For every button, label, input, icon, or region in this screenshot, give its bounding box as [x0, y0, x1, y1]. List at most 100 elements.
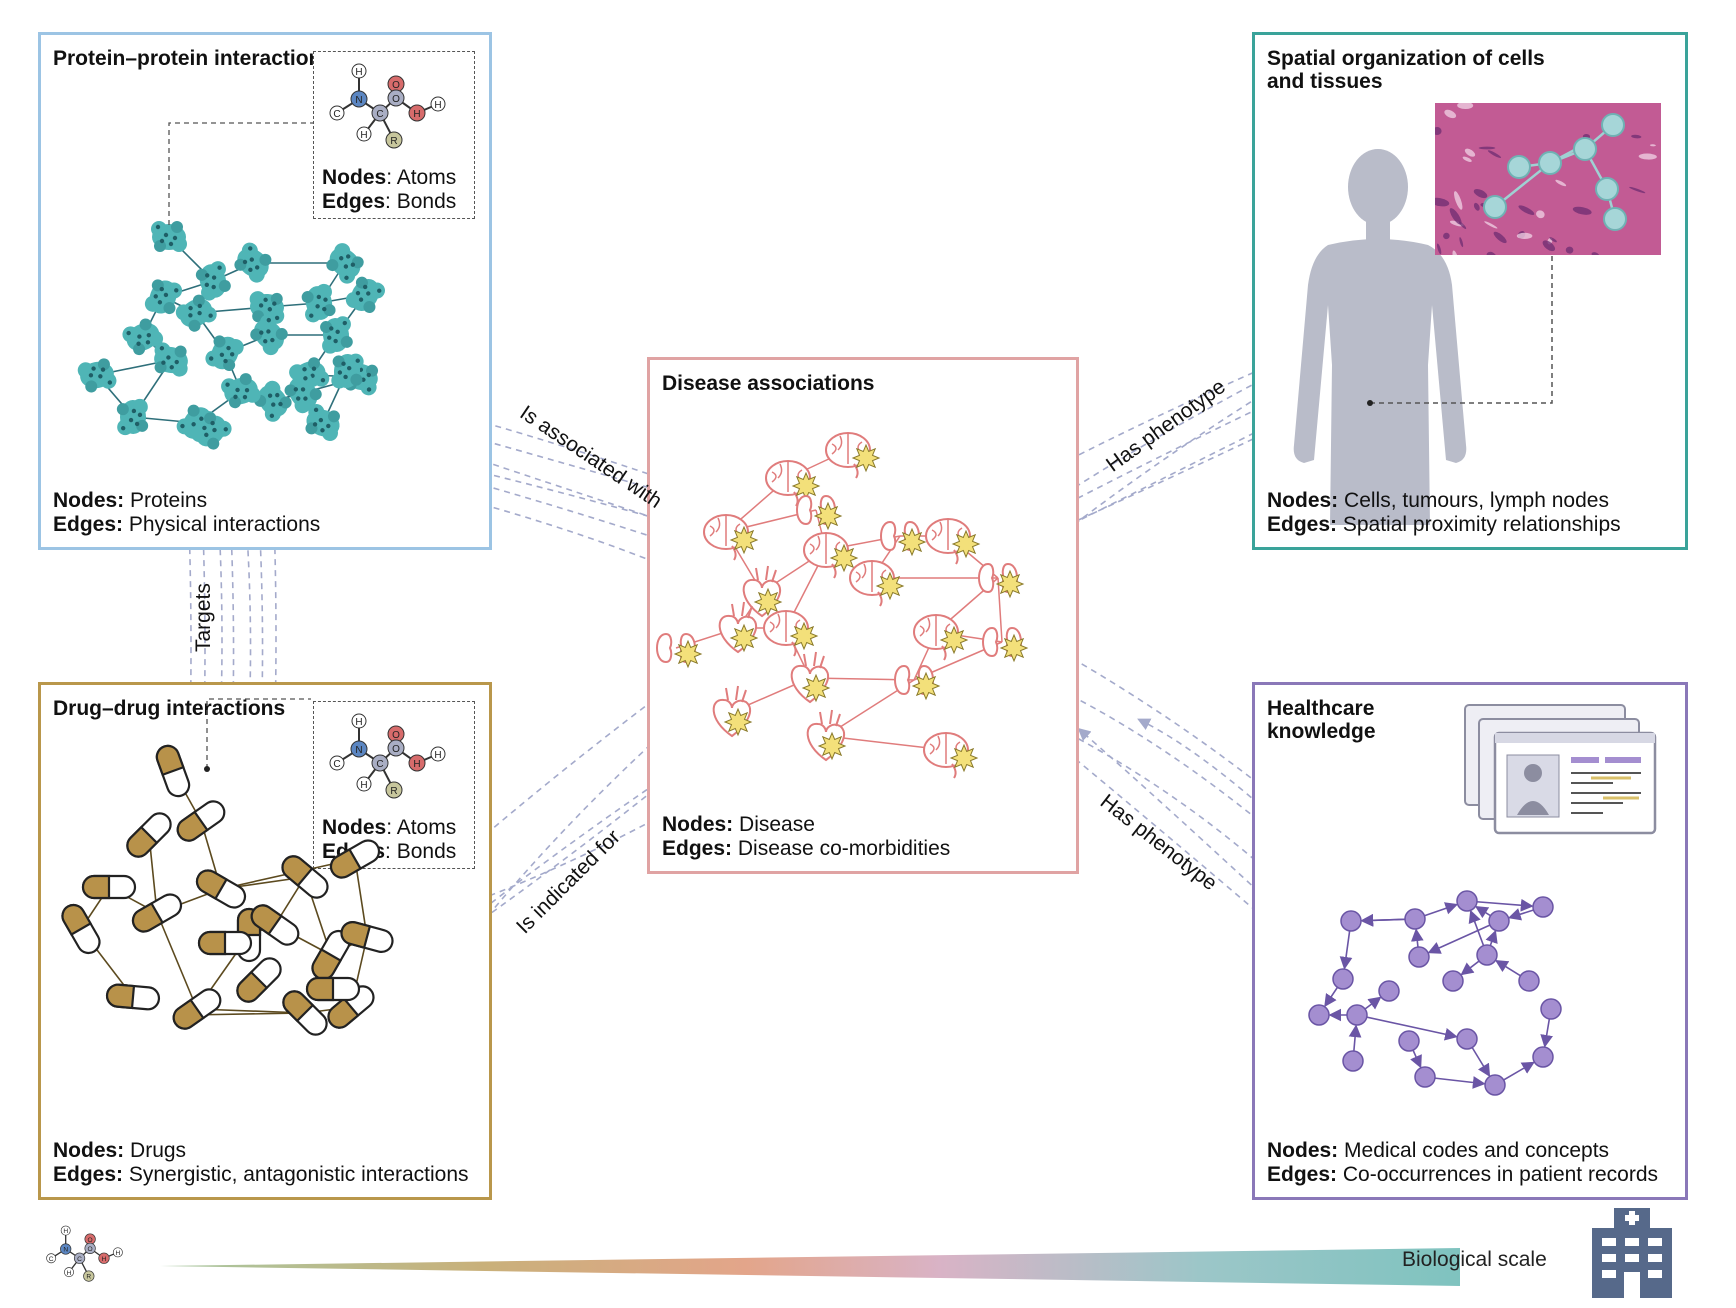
- concept-node: [1408, 946, 1430, 968]
- nodes-value: Medical codes and concepts: [1344, 1139, 1610, 1162]
- atom: [84, 1242, 96, 1254]
- kidney-icon: [880, 520, 927, 557]
- concept-node: [1488, 910, 1510, 932]
- brain-icon: [763, 610, 819, 657]
- heart-icon: [790, 651, 831, 704]
- inset-nodes-label: Nodes: [322, 816, 387, 839]
- nodes-value: Disease: [739, 813, 815, 836]
- nodes-label: Nodes:: [662, 813, 734, 836]
- pill-icon: [305, 976, 361, 1002]
- protein-icon: [175, 294, 217, 332]
- brain-icon: [925, 518, 981, 565]
- leader-line: [206, 698, 311, 769]
- concept-node: [1414, 1066, 1436, 1088]
- spatial-organization-panel: Spatial organization of cells and tissue…: [1252, 32, 1688, 550]
- edges-label: Edges:: [53, 1163, 124, 1186]
- atom-label: H: [360, 780, 367, 791]
- relation-arrow: [397, 679, 681, 913]
- atom: [430, 96, 446, 112]
- atom: [351, 63, 367, 79]
- relation-arrow: [1137, 718, 1341, 881]
- atom-label: C: [333, 109, 340, 120]
- edges-value: Synergistic, antagonistic interactions: [128, 1163, 469, 1186]
- atom: [385, 131, 403, 149]
- pill-icon: [131, 893, 183, 933]
- disease-associations-panel: Disease associations Nodes: Disease Edge…: [647, 357, 1079, 874]
- pill-icon: [236, 957, 282, 1003]
- nodes-label: Nodes:: [1267, 1139, 1339, 1162]
- atom: [64, 1267, 74, 1278]
- edges-label: Edges:: [662, 837, 733, 860]
- atom: [46, 1253, 57, 1264]
- protein-icon: [284, 372, 322, 414]
- atom-label: N: [355, 745, 362, 756]
- concept-node: [1442, 970, 1464, 992]
- kidney-icon: [796, 494, 843, 531]
- concept-node: [1346, 1004, 1368, 1026]
- atom: [350, 740, 368, 758]
- concept-node: [1404, 908, 1426, 930]
- atom: [350, 90, 368, 108]
- nodes-value: Cells, tumours, lymph nodes: [1344, 489, 1609, 512]
- edges-label: Edges:: [1267, 513, 1338, 536]
- atom: [60, 1225, 71, 1236]
- protein-icon: [144, 279, 183, 315]
- atom-label: N: [355, 95, 362, 106]
- kidney-icon: [978, 562, 1025, 599]
- panel-title: Spatial organization of cells and tissue…: [1267, 47, 1545, 93]
- atom-label: H: [67, 1270, 72, 1277]
- biological-scale-bar: [160, 1248, 1460, 1286]
- protein-icon: [320, 316, 353, 354]
- nodes-value: Proteins: [130, 489, 208, 512]
- pill-icon: [340, 921, 394, 953]
- biological-scale-label: Biological scale: [1402, 1248, 1547, 1271]
- edges-value: Disease co-morbidities: [737, 837, 951, 860]
- pill-icon: [329, 839, 381, 879]
- atom-label: H: [63, 1228, 68, 1235]
- atom: [73, 1252, 86, 1264]
- pill-icon: [250, 904, 300, 946]
- heart-icon: [742, 565, 783, 618]
- atom-label: H: [355, 717, 362, 728]
- atom-label: O: [88, 1246, 93, 1253]
- atom-label: H: [360, 130, 367, 141]
- atom-label: O: [392, 730, 400, 741]
- atom-label: C: [376, 109, 383, 120]
- heart-icon: [718, 601, 759, 654]
- atom-label: C: [376, 759, 383, 770]
- inset-edges-value: : Bonds: [385, 840, 457, 863]
- atom: [408, 754, 426, 772]
- pill-icon: [105, 983, 161, 1011]
- edge-label-targets: Targets: [192, 583, 215, 652]
- concept-node: [1398, 1030, 1420, 1052]
- atom: [356, 126, 372, 142]
- edges-label: Edges:: [53, 513, 124, 536]
- relation-arrow: [1057, 688, 1351, 901]
- brain-icon: [703, 514, 759, 561]
- kidney-icon: [982, 626, 1029, 663]
- atom-label: H: [115, 1250, 120, 1257]
- protein-icon: [221, 373, 261, 409]
- atom: [371, 754, 389, 772]
- atom: [371, 104, 389, 122]
- protein-icon: [154, 342, 188, 377]
- relation-arrow: [208, 446, 223, 831]
- atom-label: R: [390, 786, 397, 797]
- pill-icon: [155, 744, 191, 798]
- brain-icon: [765, 460, 821, 507]
- atom-label: H: [413, 759, 420, 770]
- atom: [329, 105, 345, 121]
- protein-icon: [345, 276, 386, 314]
- protein-icon: [234, 242, 272, 283]
- relation-arrow: [180, 446, 193, 841]
- atom: [60, 1243, 72, 1255]
- pill-icon: [61, 903, 101, 955]
- atom-label: O: [392, 80, 400, 91]
- atom: [430, 746, 446, 762]
- nodes-value: Drugs: [130, 1139, 187, 1162]
